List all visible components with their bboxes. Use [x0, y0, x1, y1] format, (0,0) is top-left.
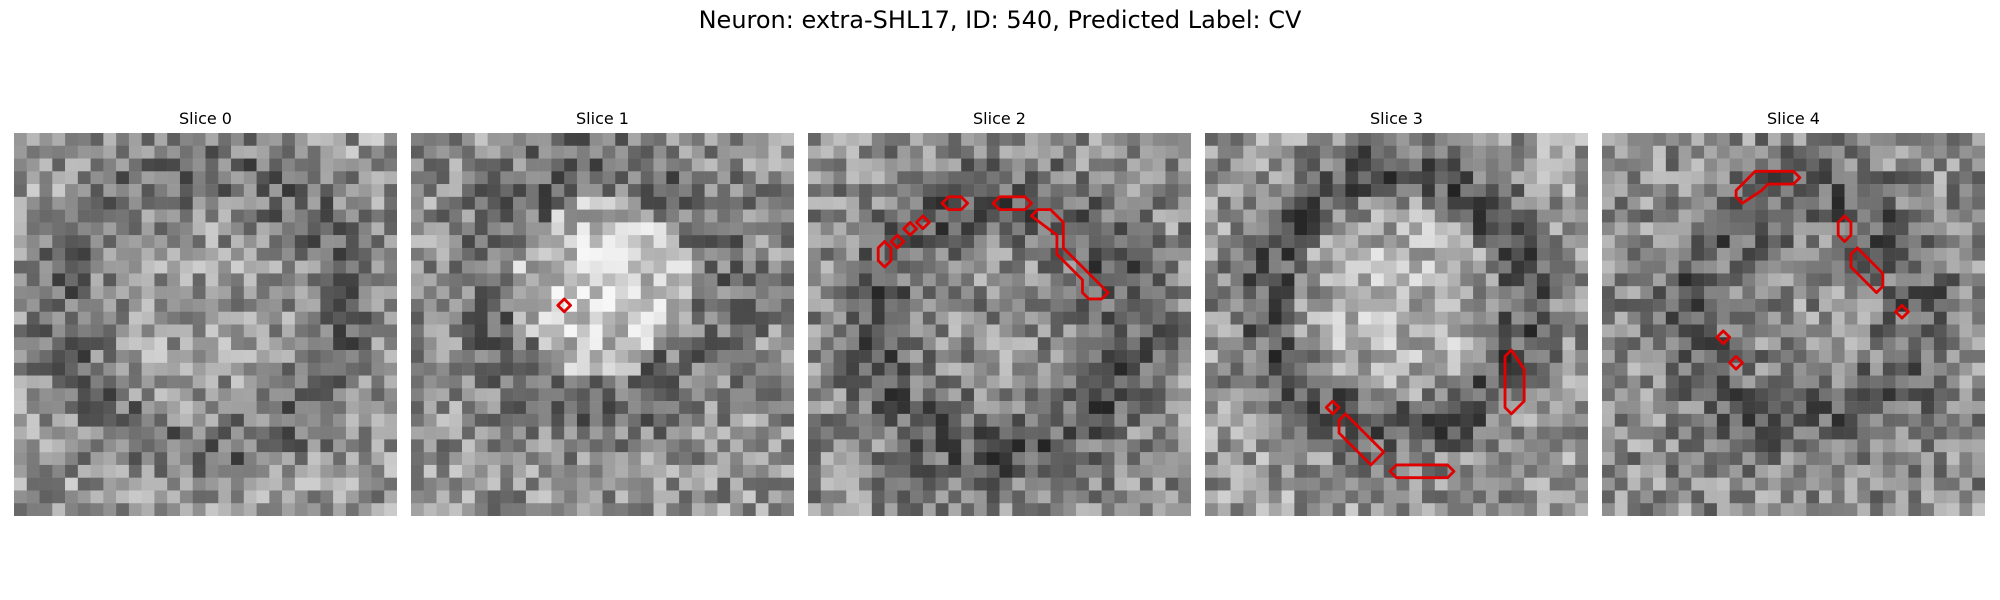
- slice-title: Slice 4: [1767, 109, 1820, 128]
- slice-image: [14, 133, 397, 516]
- segmentation-contour: [556, 297, 572, 314]
- slice-title: Slice 0: [179, 109, 232, 128]
- segmentation-contour: [1503, 348, 1526, 416]
- slice-panel-0: Slice 0: [14, 108, 397, 516]
- segmentation-contour: [1388, 463, 1456, 480]
- segmentation-contour: [902, 220, 918, 237]
- segmentation-contour: [1836, 214, 1853, 243]
- segmentation-contour: [915, 214, 931, 231]
- slice-title: Slice 3: [1370, 109, 1423, 128]
- slice-image: [411, 133, 794, 516]
- segmentation-contour: [1337, 412, 1386, 467]
- segmentation-contour: [1894, 303, 1910, 320]
- slice-title: Slice 1: [576, 109, 629, 128]
- slice-panel-3: Slice 3: [1205, 108, 1588, 516]
- slice-panel-1: Slice 1: [411, 108, 794, 516]
- segmentation-contour: [1324, 399, 1341, 416]
- slice-image: [808, 133, 1191, 516]
- segmentation-contour: [1030, 208, 1110, 301]
- segmentation-contour: [1849, 246, 1885, 294]
- segmentation-contour: [1715, 329, 1732, 346]
- segmentation-contour: [940, 195, 969, 212]
- segmentation-contour: [1734, 169, 1802, 205]
- segmentation-contour: [1728, 355, 1744, 371]
- slice-panel-4: Slice 4: [1602, 108, 1985, 516]
- segmentation-contour: [991, 195, 1033, 212]
- segmentation-contour: [876, 240, 893, 269]
- slice-image: [1602, 133, 1985, 516]
- slice-panel-2: Slice 2: [808, 108, 1191, 516]
- slice-image: [1205, 133, 1588, 516]
- segmentation-contour: [889, 233, 906, 250]
- figure-title: Neuron: extra-SHL17, ID: 540, Predicted …: [698, 6, 1302, 34]
- slice-title: Slice 2: [973, 109, 1026, 128]
